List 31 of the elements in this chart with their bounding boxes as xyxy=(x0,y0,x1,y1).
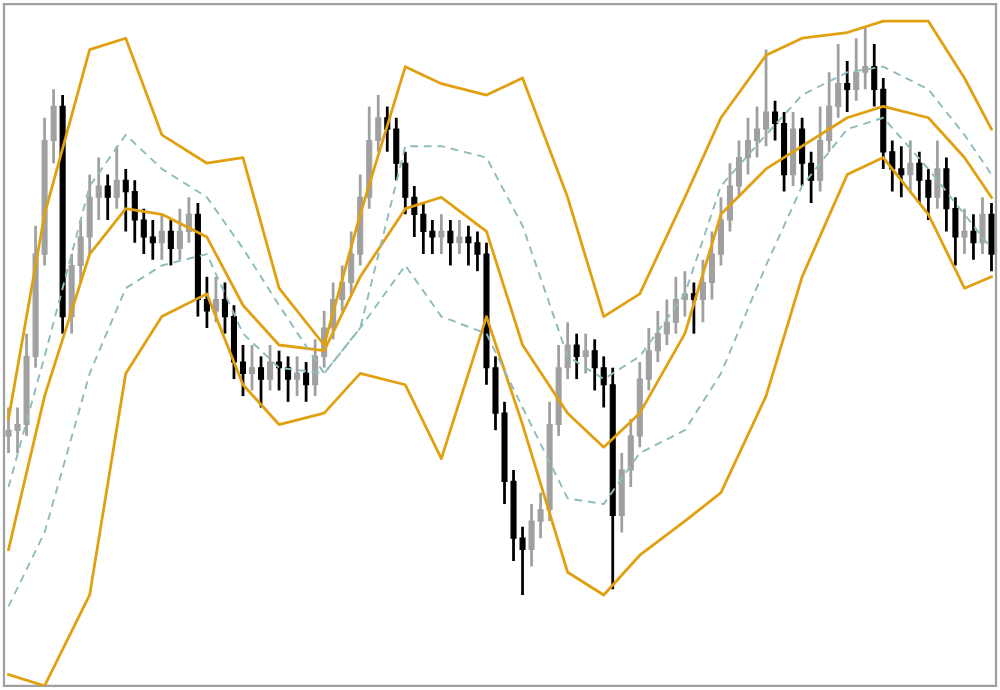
candlestick xyxy=(212,275,219,324)
candlestick xyxy=(104,173,111,222)
candlestick xyxy=(294,354,301,398)
candlestick xyxy=(149,218,156,262)
candlestick xyxy=(573,332,580,381)
candlestick xyxy=(618,451,625,534)
candlestick xyxy=(158,212,165,262)
candlestick xyxy=(248,343,256,392)
candlestick xyxy=(257,354,265,409)
candlestick xyxy=(753,105,761,159)
candlestick xyxy=(907,139,914,193)
candlestick xyxy=(934,139,941,211)
candlestick xyxy=(970,212,977,262)
candlestick xyxy=(853,36,860,103)
candlestick xyxy=(799,116,806,188)
candlestick xyxy=(961,207,968,256)
candlestick xyxy=(979,195,986,256)
candlestick xyxy=(988,201,995,273)
candlestick xyxy=(438,212,445,256)
candlestick xyxy=(916,150,923,205)
candlestick xyxy=(456,218,463,256)
candlestick xyxy=(790,110,797,188)
candlestick xyxy=(582,332,589,375)
candlestick xyxy=(113,144,120,211)
candlestick xyxy=(267,343,274,392)
candlestick xyxy=(167,218,174,267)
candlestick xyxy=(817,105,824,193)
candlestick xyxy=(772,99,779,142)
candlestick xyxy=(303,360,310,404)
candlestick xyxy=(844,59,851,114)
candlestick xyxy=(447,218,454,267)
